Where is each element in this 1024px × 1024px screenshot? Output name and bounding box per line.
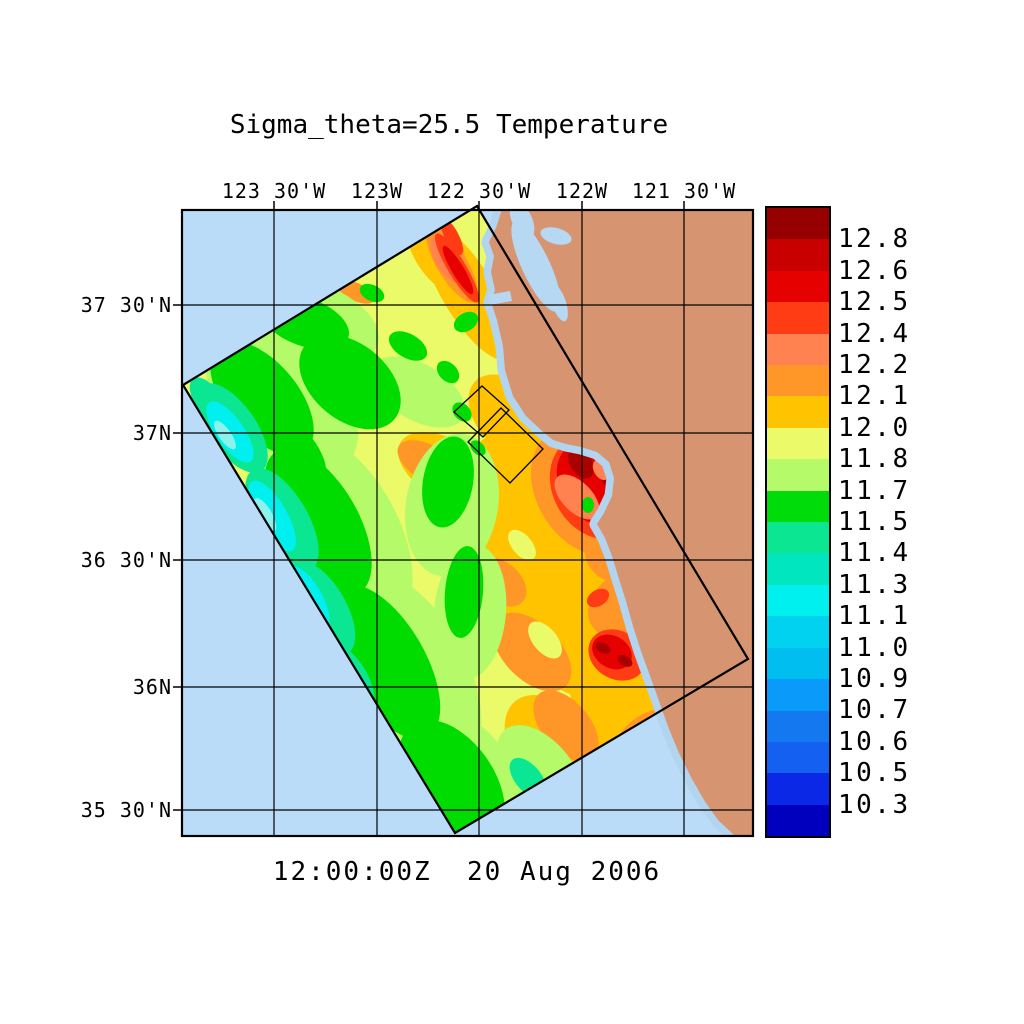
nested-grid-boxes xyxy=(453,385,544,484)
colorbar-tick-label: 10.5 xyxy=(838,758,911,789)
colorbar-tick-label: 12.4 xyxy=(838,318,911,349)
colorbar-segment xyxy=(767,741,829,774)
y-axis-label: 36 30'N xyxy=(80,548,172,572)
colorbar-tick-label: 12.8 xyxy=(838,224,911,255)
colorbar-segment xyxy=(767,333,829,366)
colorbar-segment xyxy=(767,427,829,460)
colorbar-segment xyxy=(767,647,829,680)
colorbar-segment xyxy=(767,302,829,334)
nested-grid-box-2 xyxy=(467,407,544,484)
time-label: 12:00:00Z 20 Aug 2006 xyxy=(272,857,662,887)
colorbar-tick-label: 11.1 xyxy=(838,601,911,632)
colorbar-segment xyxy=(767,239,829,271)
y-axis-label: 37N xyxy=(132,421,172,445)
colorbar-tick-label: 11.4 xyxy=(838,538,911,569)
colorbar-tick-label: 12.5 xyxy=(838,287,911,318)
colorbar-tick-label: 10.7 xyxy=(838,695,911,726)
plot-title: Sigma_theta=25.5 Temperature xyxy=(229,110,669,140)
x-axis-label: 121 30'W xyxy=(631,179,737,203)
colorbar-segment xyxy=(767,365,829,397)
colorbar xyxy=(765,206,831,838)
colorbar-segment xyxy=(767,773,829,805)
colorbar-segment xyxy=(767,490,829,523)
field-green-dot xyxy=(582,497,594,513)
colorbar-segment xyxy=(767,208,829,240)
colorbar-tick-label: 11.3 xyxy=(838,569,911,600)
colorbar-segment xyxy=(767,553,829,585)
colorbar-tick-label: 10.3 xyxy=(838,789,911,820)
colorbar-segment xyxy=(767,270,829,303)
colorbar-tick-label: 12.1 xyxy=(838,381,911,412)
colorbar-tick-label: 12.2 xyxy=(838,350,911,380)
colorbar-segment xyxy=(767,522,829,554)
x-axis-label: 122W xyxy=(555,179,609,203)
model-swath-outline xyxy=(181,204,750,835)
graticule-gridlines xyxy=(182,210,753,836)
axis-tick-marks xyxy=(173,201,685,811)
colorbar-tick-label: 12.6 xyxy=(838,255,911,286)
colorbar-tick-label: 11.0 xyxy=(838,632,911,663)
x-axis-label: 123 30'W xyxy=(221,179,327,203)
y-axis-label: 36N xyxy=(132,675,172,699)
x-axis-label: 123W xyxy=(350,179,404,203)
colorbar-tick-label: 11.5 xyxy=(838,507,911,537)
colorbar-segment xyxy=(767,616,829,648)
colorbar-segment xyxy=(767,679,829,711)
colorbar-segment xyxy=(767,459,829,491)
y-axis-label: 35 30'N xyxy=(80,798,172,822)
colorbar-segment xyxy=(767,710,829,742)
colorbar-tick-label: 10.9 xyxy=(838,664,911,694)
colorbar-tick-label: 12.0 xyxy=(838,412,911,443)
colorbar-segment xyxy=(767,584,829,617)
y-axis-label: 37 30'N xyxy=(80,293,172,317)
colorbar-tick-label: 10.6 xyxy=(838,726,911,757)
colorbar-segment xyxy=(767,804,829,837)
field-palecyan-cores xyxy=(214,420,277,532)
colorbar-tick-label: 11.8 xyxy=(838,444,911,475)
colorbar-segment xyxy=(767,396,829,428)
map-frame xyxy=(180,208,755,838)
colorbar-tick-label: 11.7 xyxy=(838,475,911,506)
nested-grid-box-1 xyxy=(453,385,510,438)
land-mass xyxy=(489,210,753,836)
temperature-field xyxy=(183,210,748,833)
x-axis-label: 122 30'W xyxy=(426,179,532,203)
